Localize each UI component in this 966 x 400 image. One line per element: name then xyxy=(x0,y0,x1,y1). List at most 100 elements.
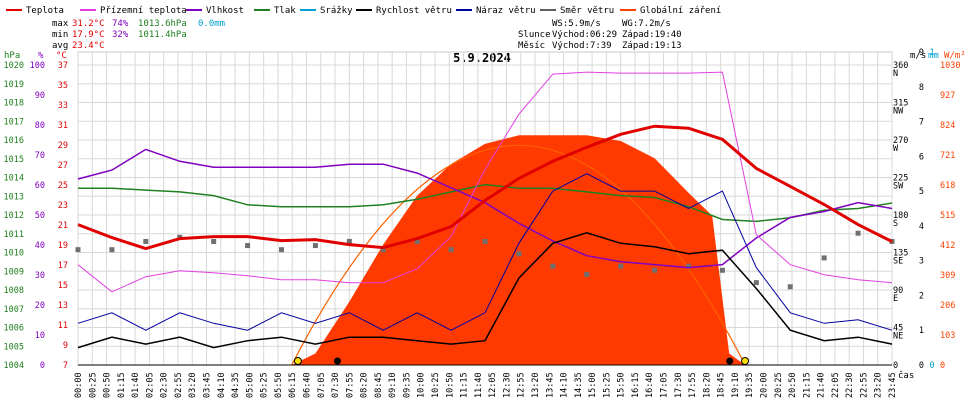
tick-percent: 70 xyxy=(35,151,45,161)
tick-wind-dir: W xyxy=(893,144,899,154)
solar-radiation-theoretical xyxy=(291,144,746,366)
legend-item-humidity: Vlhkost xyxy=(186,6,244,16)
tick-wind-dir: S xyxy=(893,219,898,229)
series-humidity xyxy=(77,148,893,269)
x-tick-label: 06:40 xyxy=(302,372,312,398)
x-tick-label: 08:45 xyxy=(374,372,384,398)
tick-percent: 90 xyxy=(35,91,45,101)
legend-item-rain: Srážky xyxy=(300,6,353,16)
x-axis-label: čas xyxy=(898,370,914,381)
x-tick-label: 12:05 xyxy=(488,372,498,398)
x-tick-label: 23:45 xyxy=(888,372,898,398)
tick-celsius: 35 xyxy=(58,81,68,91)
x-tick-label: 13:45 xyxy=(545,372,555,398)
x-tick-label: 14:10 xyxy=(560,372,570,398)
series-wind-gust xyxy=(77,173,893,331)
sunset-marker xyxy=(741,357,750,365)
tick-celsius: 23 xyxy=(58,201,68,211)
legend-item-ground-temperature: Přízemní teplota xyxy=(80,6,187,16)
tick-hpa: 1009 xyxy=(4,267,24,277)
tick-celsius: 13 xyxy=(58,301,68,311)
axes: 1020101910181017101610151014101310121011… xyxy=(4,48,961,371)
x-tick-label: 18:45 xyxy=(717,372,727,398)
tick-hpa: 1007 xyxy=(4,305,24,315)
tick-celsius: 33 xyxy=(58,101,68,111)
tick-hpa: 1012 xyxy=(4,211,24,221)
tick-percent: 60 xyxy=(35,181,45,191)
x-tick-label: 04:10 xyxy=(217,372,227,398)
tick-celsius: 29 xyxy=(58,141,68,151)
tick-hpa: 1011 xyxy=(4,230,24,240)
tick-hpa: 1010 xyxy=(4,249,24,259)
legend-label: Srážky xyxy=(320,6,353,16)
tick-wind-dir: 90 xyxy=(893,286,903,296)
wind-direction-point xyxy=(75,247,81,253)
wind-direction-point xyxy=(719,267,725,273)
tick-hpa: 1008 xyxy=(4,286,24,296)
wind-gust-stat: WG:7.2m/s xyxy=(622,19,671,29)
tick-hpa: 1013 xyxy=(4,192,24,202)
wind-direction-point xyxy=(652,267,658,273)
tick-wind-dir: 315 xyxy=(893,99,908,109)
x-tick-label: 15:25 xyxy=(602,372,612,398)
x-tick-label: 05:00 xyxy=(245,372,255,398)
tick-wm2: 206 xyxy=(940,301,955,311)
wind-direction-point xyxy=(618,263,624,269)
tick-wind-dir: SE xyxy=(893,257,903,267)
tick-wm2: 927 xyxy=(940,91,955,101)
tick-wind-dir: NE xyxy=(893,332,903,342)
tick-celsius: 7 xyxy=(63,361,68,371)
tick-percent: 80 xyxy=(35,121,45,131)
solar-radiation-area xyxy=(291,135,746,365)
x-tick-label: 07:05 xyxy=(317,372,327,398)
x-tick-label: 00:00 xyxy=(74,372,84,398)
tick-percent: 20 xyxy=(35,301,45,311)
tick-ms: 2 xyxy=(919,291,924,301)
x-tick-label: 08:20 xyxy=(360,372,370,398)
legend-label: Náraz větru xyxy=(476,6,536,16)
x-tick-label: 17:30 xyxy=(674,372,684,398)
wind-direction-point xyxy=(482,238,488,244)
x-tick-label: 07:30 xyxy=(331,372,341,398)
x-tick-label: 16:15 xyxy=(631,372,641,398)
stat-avg-temp: 23.4°C xyxy=(72,41,105,51)
x-tick-label: 09:35 xyxy=(402,372,412,398)
tick-percent: 30 xyxy=(35,271,45,281)
tick-wind-dir: E xyxy=(893,294,898,304)
stat-max-temp: 31.2°C xyxy=(72,19,105,29)
x-tick-label: 23:20 xyxy=(874,372,884,398)
wind-direction-point xyxy=(550,263,556,269)
x-tick-label: 05:25 xyxy=(260,372,270,398)
stat-max-press: 1013.6hPa xyxy=(138,19,187,29)
tick-celsius: 9 xyxy=(63,341,68,351)
x-tick-label: 19:35 xyxy=(745,372,755,398)
x-tick-label: 18:20 xyxy=(702,372,712,398)
wind-direction-point xyxy=(753,280,759,286)
x-tick-label: 15:00 xyxy=(588,372,598,398)
wind-direction-point xyxy=(516,251,522,257)
x-tick-label: 03:20 xyxy=(188,372,198,398)
legend: Teplota Přízemní teplota Vlhkost Tlak Sr… xyxy=(6,6,721,16)
x-tick-label: 02:05 xyxy=(145,372,155,398)
legend-label: Globální záření xyxy=(640,6,721,16)
legend-label: Vlhkost xyxy=(206,6,244,16)
wind-direction-point xyxy=(109,247,115,253)
chart-title: 5.9.2024 xyxy=(453,51,511,65)
x-tick-label: 21:15 xyxy=(802,372,812,398)
moonset-marker xyxy=(726,357,734,365)
tick-wm2: 412 xyxy=(940,241,955,251)
x-tick-label: 10:00 xyxy=(417,372,427,398)
x-tick-label: 13:20 xyxy=(531,372,541,398)
tick-hpa: 1014 xyxy=(4,174,24,184)
wind-direction-point xyxy=(787,284,793,290)
legend-label: Směr větru xyxy=(560,6,614,16)
tick-hpa: 1005 xyxy=(4,342,24,352)
wind-direction-point xyxy=(380,247,386,253)
tick-percent: 100 xyxy=(30,61,45,71)
wind-direction-point xyxy=(414,238,420,244)
series-temperature xyxy=(77,124,893,251)
sunset: Západ:19:40 xyxy=(622,30,682,40)
x-tick-label: 01:15 xyxy=(117,372,127,398)
tick-hpa: 1018 xyxy=(4,99,24,109)
wind-direction-point xyxy=(448,247,454,253)
